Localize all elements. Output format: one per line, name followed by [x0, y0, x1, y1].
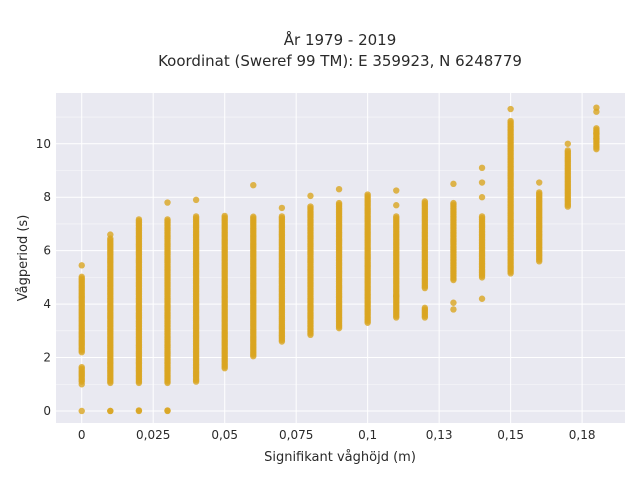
data-point	[450, 199, 457, 207]
y-tick-label: 10	[36, 137, 51, 151]
data-point	[507, 117, 514, 125]
data-point	[478, 164, 486, 172]
data-point	[250, 213, 257, 220]
data-point	[78, 407, 85, 415]
data-point	[78, 273, 85, 281]
data-point	[564, 140, 572, 147]
x-tick-label: 0,18	[569, 428, 596, 442]
data-point	[78, 363, 85, 371]
data-point	[393, 213, 400, 220]
data-point	[393, 187, 400, 194]
x-tick-label: 0,1	[358, 428, 377, 442]
data-point	[192, 196, 200, 204]
data-point	[393, 202, 400, 209]
data-point	[307, 192, 314, 200]
data-point	[450, 299, 457, 306]
data-point	[164, 407, 171, 414]
data-point	[593, 108, 600, 115]
data-point	[421, 304, 429, 312]
x-tick-label: 0	[78, 428, 86, 442]
data-point	[278, 213, 286, 220]
data-point	[593, 129, 600, 137]
data-point	[364, 191, 371, 198]
data-point	[164, 216, 171, 223]
x-tick-label: 0,13	[426, 428, 453, 442]
data-point	[78, 262, 85, 269]
data-point	[478, 179, 486, 186]
data-points	[78, 104, 600, 415]
x-axis-label: Signifikant våghöjd (m)	[264, 450, 416, 465]
data-point	[107, 407, 114, 415]
y-tick-label: 2	[43, 351, 51, 365]
x-tick-label: 0,075	[279, 428, 313, 442]
chart-title-line2: Koordinat (Sweref 99 TM): E 359923, N 62…	[158, 52, 522, 70]
data-point	[536, 179, 543, 186]
data-point	[507, 105, 514, 113]
y-axis-label: Vågperiod (s)	[16, 215, 31, 302]
data-point	[478, 213, 486, 220]
y-tick-labels: 0 2 4 6 8 10	[36, 137, 51, 418]
y-tick-label: 0	[43, 404, 51, 418]
data-point	[564, 147, 572, 154]
data-point	[221, 212, 228, 220]
chart-title-line1: År 1979 - 2019	[284, 30, 397, 49]
data-point	[450, 180, 457, 188]
x-tick-label: 0,05	[211, 428, 238, 442]
data-point	[135, 407, 143, 414]
data-point	[536, 189, 543, 196]
data-point	[335, 185, 343, 193]
data-point	[335, 199, 343, 207]
data-point	[278, 204, 286, 212]
data-point	[593, 125, 600, 132]
data-point	[478, 194, 486, 201]
y-tick-label: 6	[43, 244, 51, 258]
y-tick-label: 8	[43, 190, 51, 204]
data-point	[450, 306, 457, 313]
data-point	[250, 181, 257, 189]
data-point	[307, 203, 314, 210]
data-point	[593, 135, 600, 142]
x-tick-label: 0,15	[497, 428, 524, 442]
data-point	[78, 381, 85, 388]
data-point	[107, 231, 114, 238]
x-tick-label: 0,025	[136, 428, 170, 442]
data-point	[164, 199, 171, 206]
y-tick-label: 4	[43, 297, 51, 311]
data-point	[135, 216, 143, 223]
data-point	[192, 213, 200, 220]
data-point	[478, 295, 486, 302]
x-tick-labels: 0 0,025 0,05 0,075 0,1 0,13 0,15 0,18	[78, 428, 596, 442]
data-point	[421, 198, 429, 205]
data-point	[393, 292, 400, 300]
